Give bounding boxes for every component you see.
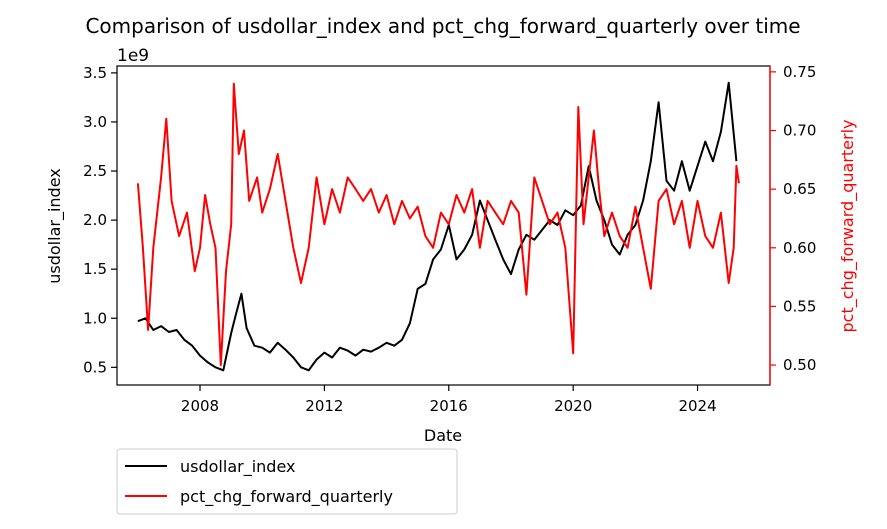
y-left-tick-label: 0.5 (83, 358, 107, 376)
y-left-tick-label: 1.0 (83, 309, 107, 327)
y-left-tick-label: 1.5 (83, 260, 107, 278)
plot-area (116, 65, 771, 386)
legend: usdollar_index pct_chg_forward_quarterly (116, 448, 458, 515)
y-right-tick-label: 0.50 (783, 356, 816, 374)
y-left-tick-label: 3.5 (83, 64, 107, 82)
x-tick-label: 2020 (554, 397, 592, 415)
y-axis-left: 0.5 1.0 1.5 2.0 2.5 3.0 3.5 (83, 64, 117, 376)
y-axis-left-label: usdollar_index (45, 168, 65, 283)
y-right-tick-label: 0.55 (783, 297, 816, 315)
series-line-pct-chg-forward-quarterly (136, 82, 740, 367)
x-axis: 2008 2012 2016 2020 2024 (181, 385, 717, 415)
series-usdollar-index (137, 81, 738, 372)
x-tick-label: 2008 (181, 397, 219, 415)
legend-box (116, 448, 458, 515)
chart-title: Comparison of usdollar_index and pct_chg… (85, 14, 800, 38)
y-right-tick-label: 0.65 (783, 180, 816, 198)
x-tick-label: 2016 (430, 397, 468, 415)
x-tick-label: 2012 (305, 397, 343, 415)
y-right-tick-label: 0.60 (783, 239, 816, 257)
series-line-usdollar-index (137, 81, 738, 372)
plot-frame (116, 65, 771, 386)
left-axis-offset-label: 1e9 (117, 46, 149, 66)
legend-label-pct-chg-forward-quarterly: pct_chg_forward_quarterly (180, 487, 393, 507)
y-left-tick-label: 2.0 (83, 211, 107, 229)
y-left-tick-label: 2.5 (83, 162, 107, 180)
y-left-tick-label: 3.0 (83, 113, 107, 131)
x-tick-label: 2024 (678, 397, 716, 415)
y-axis-right: 0.50 0.55 0.60 0.65 0.70 0.75 (769, 63, 816, 385)
x-axis-label: Date (424, 426, 462, 445)
y-right-tick-label: 0.70 (783, 122, 816, 140)
legend-label-usdollar-index: usdollar_index (180, 457, 295, 477)
y-right-tick-label: 0.75 (783, 63, 816, 81)
y-axis-right-label: pct_chg_forward_quarterly (838, 120, 858, 333)
series-pct-chg-forward-quarterly (136, 82, 740, 367)
